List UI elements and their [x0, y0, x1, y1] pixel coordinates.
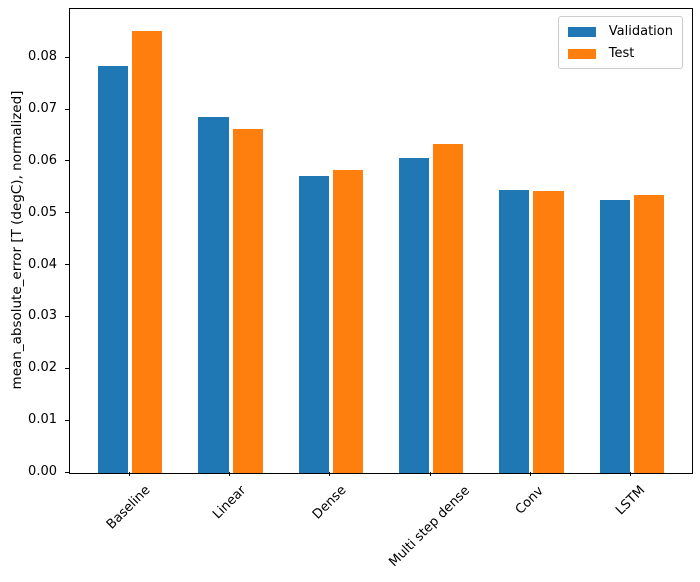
- bar-test-conv: [533, 190, 564, 473]
- y-tick-label: 0.07: [28, 101, 57, 117]
- y-tick-label: 0.05: [28, 204, 57, 220]
- y-tick-label: 0.08: [28, 49, 57, 65]
- bar-validation-dense: [298, 175, 329, 473]
- x-tick-label-linear: Linear: [209, 483, 249, 523]
- y-tick-label: 0.06: [28, 152, 57, 168]
- validation-swatch-icon: [567, 26, 596, 37]
- y-tick-mark: [65, 315, 69, 317]
- bar-validation-linear: [198, 116, 229, 473]
- x-tick-mark: [329, 472, 331, 476]
- legend-label-test: Test: [608, 46, 635, 61]
- y-tick-mark: [65, 264, 69, 266]
- legend: Validation Test: [557, 16, 683, 69]
- y-tick-label: 0.03: [28, 308, 57, 324]
- y-tick-label: 0.02: [28, 360, 57, 376]
- x-tick-mark: [529, 472, 531, 476]
- bar-validation-baseline: [98, 66, 129, 473]
- y-tick-mark: [65, 108, 69, 110]
- bar-test-baseline: [132, 31, 163, 473]
- y-tick-mark: [65, 367, 69, 369]
- bar-validation-conv: [499, 189, 530, 473]
- bar-validation-lstm: [599, 200, 630, 473]
- x-tick-label-baseline: Baseline: [104, 483, 154, 533]
- y-tick-label: 0.00: [28, 464, 57, 479]
- plot-area: [69, 8, 693, 474]
- y-axis-label: mean_absolute_error [T (degC), normalize…: [9, 90, 25, 390]
- bar-test-linear: [232, 129, 263, 473]
- x-tick-mark: [630, 472, 632, 476]
- legend-label-validation: Validation: [608, 24, 673, 39]
- bar-validation-multi-step-dense: [399, 158, 430, 473]
- y-tick-mark: [65, 212, 69, 214]
- y-tick-label: 0.04: [28, 256, 57, 272]
- y-tick-mark: [65, 419, 69, 421]
- bar-test-multi-step-dense: [433, 143, 464, 473]
- legend-entry-test: Test: [567, 46, 673, 61]
- x-tick-mark: [229, 472, 231, 476]
- x-tick-mark: [128, 472, 130, 476]
- x-tick-label-lstm: LSTM: [612, 483, 648, 519]
- x-tick-label-multi-step-dense: Multi step dense: [386, 483, 474, 570]
- test-swatch-icon: [567, 48, 596, 59]
- x-tick-label-dense: Dense: [309, 483, 350, 523]
- legend-entry-validation: Validation: [567, 24, 673, 39]
- y-tick-mark: [65, 160, 69, 162]
- bar-test-lstm: [633, 195, 664, 473]
- x-tick-mark: [429, 472, 431, 476]
- y-tick-label: 0.01: [28, 412, 57, 428]
- bar-test-dense: [332, 169, 363, 473]
- y-tick-mark: [65, 471, 69, 473]
- x-tick-label-conv: Conv: [513, 483, 548, 518]
- y-tick-mark: [65, 56, 69, 58]
